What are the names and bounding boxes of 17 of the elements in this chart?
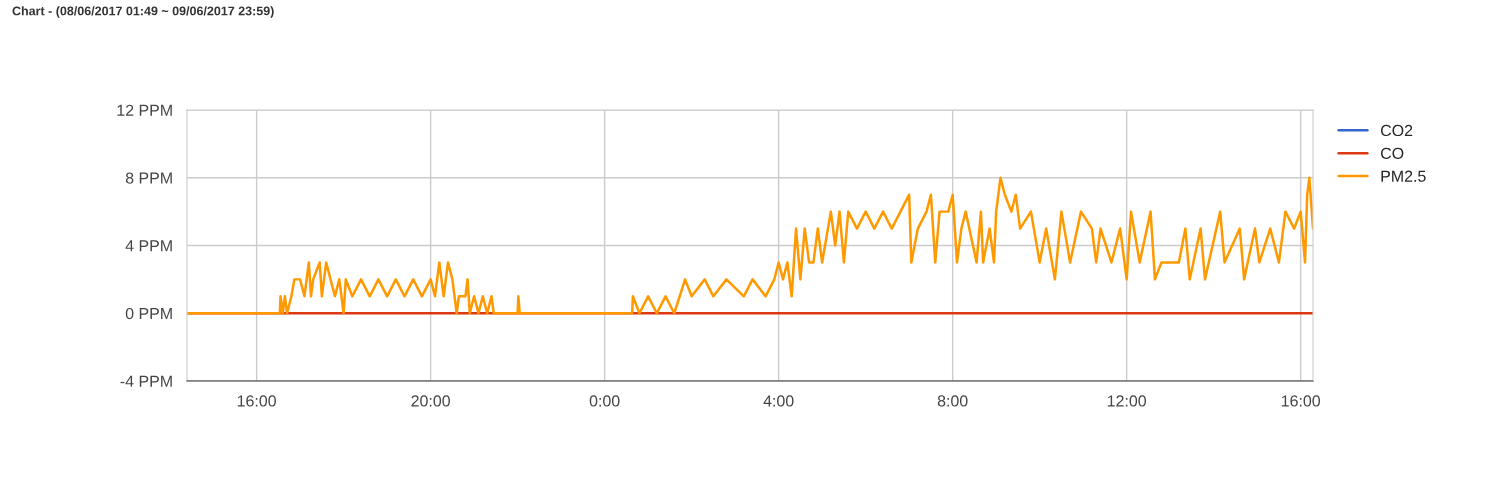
line-series bbox=[187, 176, 1313, 315]
x-tick-label: 20:00 bbox=[411, 395, 450, 407]
x-tick-label: 0:00 bbox=[589, 395, 620, 407]
y-tick-label: 8 PPM bbox=[125, 172, 172, 184]
legend-label: CO bbox=[1380, 147, 1404, 159]
x-tick-label: 16:00 bbox=[1281, 395, 1321, 407]
x-tick-label: 16:00 bbox=[237, 395, 276, 407]
chart-title: Chart - (08/06/2017 01:49 ~ 09/06/2017 23:59) bbox=[12, 6, 274, 18]
legend-label: CO2 bbox=[1380, 124, 1413, 137]
y-tick-label: -4 PPM bbox=[120, 375, 172, 387]
y-tick-label: 0 PPM bbox=[125, 307, 172, 320]
y-tick-label: 4 PPM bbox=[125, 240, 172, 252]
x-tick-label: 8:00 bbox=[937, 395, 968, 407]
y-tick-label: 12 PPM bbox=[117, 104, 172, 116]
x-tick-label: 4:00 bbox=[763, 395, 794, 407]
legend-label: PM2.5 bbox=[1381, 170, 1426, 182]
x-tick-label: 12:00 bbox=[1107, 395, 1147, 407]
